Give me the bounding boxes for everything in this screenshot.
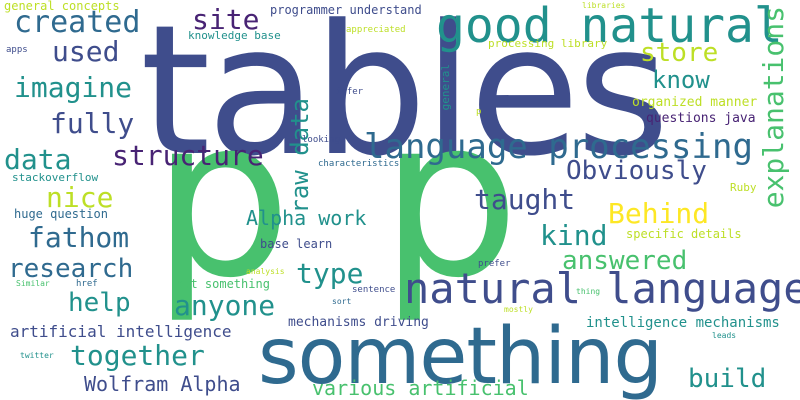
word: raw data	[286, 98, 314, 214]
word: explanations	[757, 6, 790, 209]
word: sort	[332, 297, 352, 306]
word: apps	[6, 45, 28, 55]
word: analysis	[246, 267, 285, 276]
word: p	[152, 70, 292, 326]
word: taught	[474, 183, 576, 216]
word: data	[4, 143, 72, 176]
word: site	[192, 3, 260, 36]
word: various artificial	[312, 376, 529, 400]
word: leads	[712, 331, 737, 340]
word: put something	[176, 277, 270, 291]
word: Wolfram Alpha	[84, 372, 241, 396]
word: store	[640, 38, 719, 68]
word: language processing	[364, 127, 753, 167]
word: answered	[562, 246, 688, 276]
word: intelligence mechanisms	[586, 315, 780, 331]
word: Alpha work	[246, 206, 367, 230]
word: characteristics	[318, 159, 400, 169]
word: questions java	[646, 111, 756, 126]
word: artificial intelligence	[10, 322, 232, 341]
word: build	[688, 364, 767, 394]
word: Similar	[16, 279, 50, 288]
word: infer	[336, 87, 364, 97]
word: href	[76, 279, 98, 289]
word: kind	[540, 219, 608, 252]
word: twitter	[20, 351, 54, 360]
word: knowledge base	[188, 29, 281, 42]
word: used	[52, 35, 120, 68]
word: programmer understand	[270, 3, 422, 17]
word: looking	[302, 135, 340, 145]
word: base learn	[260, 237, 333, 251]
word: appreciated	[346, 25, 406, 35]
word: together	[70, 339, 205, 372]
word: libraries	[582, 1, 626, 10]
word: fathom	[28, 221, 130, 254]
word: general concepts	[4, 0, 120, 13]
word: general	[439, 64, 452, 111]
word: mechanisms driving	[288, 315, 429, 330]
word: created	[14, 5, 141, 40]
word: sentence	[352, 285, 396, 295]
word: anyone	[174, 289, 276, 322]
word: fully	[50, 107, 135, 140]
word: good natural	[436, 0, 783, 54]
word: thing	[576, 287, 601, 296]
word: huge question	[14, 207, 108, 221]
word: Obviously	[566, 156, 707, 186]
word: nice	[46, 181, 114, 214]
word: mostly	[504, 305, 533, 314]
word: specific details	[626, 227, 742, 241]
word: natural language	[404, 264, 800, 313]
word: stackoverflow	[12, 171, 99, 184]
word: help	[68, 288, 131, 318]
word: prefer	[478, 259, 511, 269]
word: p	[476, 107, 482, 117]
word: type	[296, 257, 364, 290]
word: p	[380, 70, 520, 326]
word: imagine	[14, 71, 133, 104]
word: know	[652, 66, 710, 94]
word: Behind	[608, 197, 710, 230]
word: organized manner	[632, 95, 758, 110]
word: processing library	[488, 37, 608, 50]
word: Ruby	[730, 181, 757, 194]
word: structure	[112, 139, 264, 172]
word: something	[258, 312, 663, 400]
word: research	[8, 254, 134, 284]
word: tables	[140, 0, 670, 196]
